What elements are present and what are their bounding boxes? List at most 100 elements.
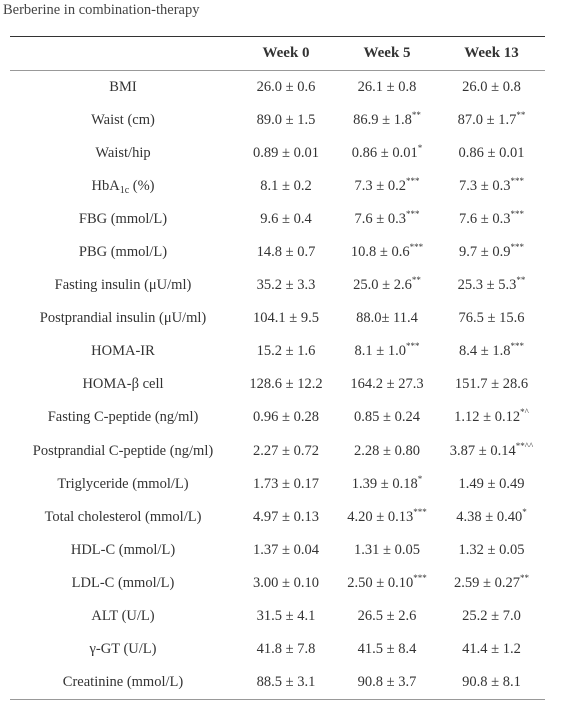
column-header: Week 13	[464, 45, 519, 61]
value-cell: 4.20 ± 0.13***	[336, 501, 438, 534]
row-label: Creatinine (mmol/L)	[10, 666, 236, 699]
label-text: Triglyceride (mmol/L)	[57, 475, 189, 492]
value-cell: 7.3 ± 0.3***	[438, 170, 545, 203]
value-cell: 88.5 ± 3.1	[236, 666, 336, 699]
value-cell: 9.6 ± 0.4	[236, 203, 336, 236]
row-label: Postprandial insulin (μU/ml)	[10, 302, 236, 335]
value-text: 0.96 ± 0.28	[253, 409, 319, 426]
label-text: BMI	[109, 78, 137, 95]
value-cell: 14.8 ± 0.7	[236, 236, 336, 269]
value-cell: 89.0 ± 1.5	[236, 104, 336, 137]
table-row: Postprandial insulin (μU/ml) 104.1 ± 9.5 8…	[10, 302, 545, 335]
significance-mark: ***	[510, 242, 524, 253]
label-text: Fasting C-peptide (ng/ml)	[47, 409, 199, 426]
value-cell: 0.96 ± 0.28	[236, 401, 336, 434]
header-row: Week 0 Week 5 Week 13	[10, 36, 545, 71]
value-cell: 164.2 ± 27.3	[336, 368, 438, 401]
significance-mark: ***	[510, 208, 524, 219]
significance-mark: ***	[405, 341, 420, 352]
value-text: 89.0 ± 1.5	[256, 111, 316, 128]
table-row: HbA1c (%) 8.1 ± 0.2 7.3 ± 0.2*** 7.3 ± 0.3*…	[10, 170, 545, 203]
value-cell: 3.87 ± 0.14**^^	[438, 435, 545, 468]
label-text: HOMA-IR	[91, 343, 155, 360]
value-cell: 26.0 ± 0.8	[438, 71, 545, 104]
label-text: HDL-C (mmol/L)	[70, 541, 176, 558]
value-text: 88.0± 11.4	[356, 310, 418, 327]
value-cell: 41.5 ± 8.4	[336, 633, 438, 666]
value-text: 2.50 ± 0.10	[347, 574, 414, 591]
table-row: HDL-C (mmol/L) 1.37 ± 0.04 1.31 ± 0.05 1.32…	[10, 534, 545, 567]
value-text: 7.6 ± 0.3	[459, 210, 511, 227]
table-row: Fasting C-peptide (ng/ml) 0.96 ± 0.28 0.85…	[10, 401, 545, 434]
value-text: 8.1 ± 1.0	[354, 343, 406, 360]
value-text: 4.20 ± 0.13	[347, 508, 414, 525]
value-cell: 76.5 ± 15.6	[438, 302, 545, 335]
label-text: Fasting insulin (μU/ml)	[54, 277, 192, 294]
significance-mark: ***	[409, 242, 424, 253]
value-text: 4.97 ± 0.13	[253, 508, 319, 525]
table-row: Waist (cm) 89.0 ± 1.5 86.9 ± 1.8** 87.0 ± 1…	[10, 104, 545, 137]
label-text: FBG (mmol/L)	[78, 210, 168, 227]
value-text: 1.39 ± 0.18	[351, 475, 418, 492]
value-text: 31.5 ± 4.1	[256, 608, 316, 625]
table-row: LDL-C (mmol/L) 3.00 ± 0.10 2.50 ± 0.10*** 2…	[10, 567, 545, 600]
caption: Berberine in combination-therapy	[3, 2, 200, 18]
value-cell: 7.3 ± 0.2***	[336, 170, 438, 203]
label-text: PBG (mmol/L)	[78, 244, 168, 261]
row-label: PBG (mmol/L)	[10, 236, 236, 269]
significance-mark: **	[516, 109, 526, 120]
significance-mark: *	[522, 506, 527, 517]
value-text: 9.7 ± 0.9	[459, 244, 511, 261]
value-cell: 9.7 ± 0.9***	[438, 236, 545, 269]
value-cell: 15.2 ± 1.6	[236, 335, 336, 368]
value-cell: 35.2 ± 3.3	[236, 269, 336, 302]
table-row: HOMA-IR 15.2 ± 1.6 8.1 ± 1.0*** 8.4 ± 1.8**…	[10, 335, 545, 368]
significance-mark: ***	[413, 506, 427, 517]
table-row: ALT (U/L) 31.5 ± 4.1 26.5 ± 2.6 25.2 ± 7.0	[10, 600, 545, 633]
value-text: 90.8 ± 3.7	[357, 673, 417, 690]
value-text: 15.2 ± 1.6	[256, 343, 316, 360]
value-cell: 1.32 ± 0.05	[438, 534, 545, 567]
table-body: BMI 26.0 ± 0.6 26.1 ± 0.8 26.0 ± 0.8 Waist (…	[10, 71, 545, 700]
value-cell: 104.1 ± 9.5	[236, 302, 336, 335]
significance-mark: *^	[520, 407, 529, 418]
value-text: 76.5 ± 15.6	[458, 310, 525, 327]
value-cell: 4.38 ± 0.40*	[438, 501, 545, 534]
row-label: Postprandial C-peptide (ng/ml)	[10, 435, 236, 468]
significance-mark: ***	[413, 572, 427, 583]
significance-mark: **	[519, 572, 529, 583]
column-header: Week 0	[262, 45, 310, 61]
value-text: 0.86 ± 0.01	[458, 144, 525, 161]
value-cell: 86.9 ± 1.8**	[336, 104, 438, 137]
table-row: FBG (mmol/L) 9.6 ± 0.4 7.6 ± 0.3*** 7.6 ± 0…	[10, 203, 545, 236]
row-label: FBG (mmol/L)	[10, 203, 236, 236]
label-text: (%)	[129, 177, 155, 194]
value-text: 7.6 ± 0.3	[354, 210, 406, 227]
table-row: BMI 26.0 ± 0.6 26.1 ± 0.8 26.0 ± 0.8	[10, 71, 545, 104]
value-cell: 25.2 ± 7.0	[438, 600, 545, 633]
value-text: 3.87 ± 0.14	[449, 442, 516, 459]
value-cell: 26.1 ± 0.8	[336, 71, 438, 104]
significance-mark: **	[411, 109, 421, 120]
value-cell: 90.8 ± 3.7	[336, 666, 438, 699]
value-cell: 31.5 ± 4.1	[236, 600, 336, 633]
row-label: Fasting insulin (μU/ml)	[10, 269, 236, 302]
value-cell: 90.8 ± 8.1	[438, 666, 545, 699]
label-text: HOMA-β cell	[82, 376, 164, 393]
label-text: Postprandial C-peptide (ng/ml)	[32, 442, 214, 459]
value-cell: 88.0± 11.4	[336, 302, 438, 335]
row-label: BMI	[10, 71, 236, 104]
value-text: 35.2 ± 3.3	[256, 277, 316, 294]
value-text: 8.4 ± 1.8	[459, 343, 511, 360]
row-label: Waist (cm)	[10, 104, 236, 137]
label-subscript: 1c	[119, 184, 130, 196]
value-cell: 1.73 ± 0.17	[236, 468, 336, 501]
value-cell: 8.4 ± 1.8***	[438, 335, 545, 368]
value-text: 88.5 ± 3.1	[256, 673, 316, 690]
significance-mark: ***	[405, 208, 420, 219]
value-cell: 2.27 ± 0.72	[236, 435, 336, 468]
value-text: 10.8 ± 0.6	[350, 244, 410, 261]
value-text: 87.0 ± 1.7	[457, 111, 517, 128]
value-cell: 1.12 ± 0.12*^	[438, 401, 545, 434]
